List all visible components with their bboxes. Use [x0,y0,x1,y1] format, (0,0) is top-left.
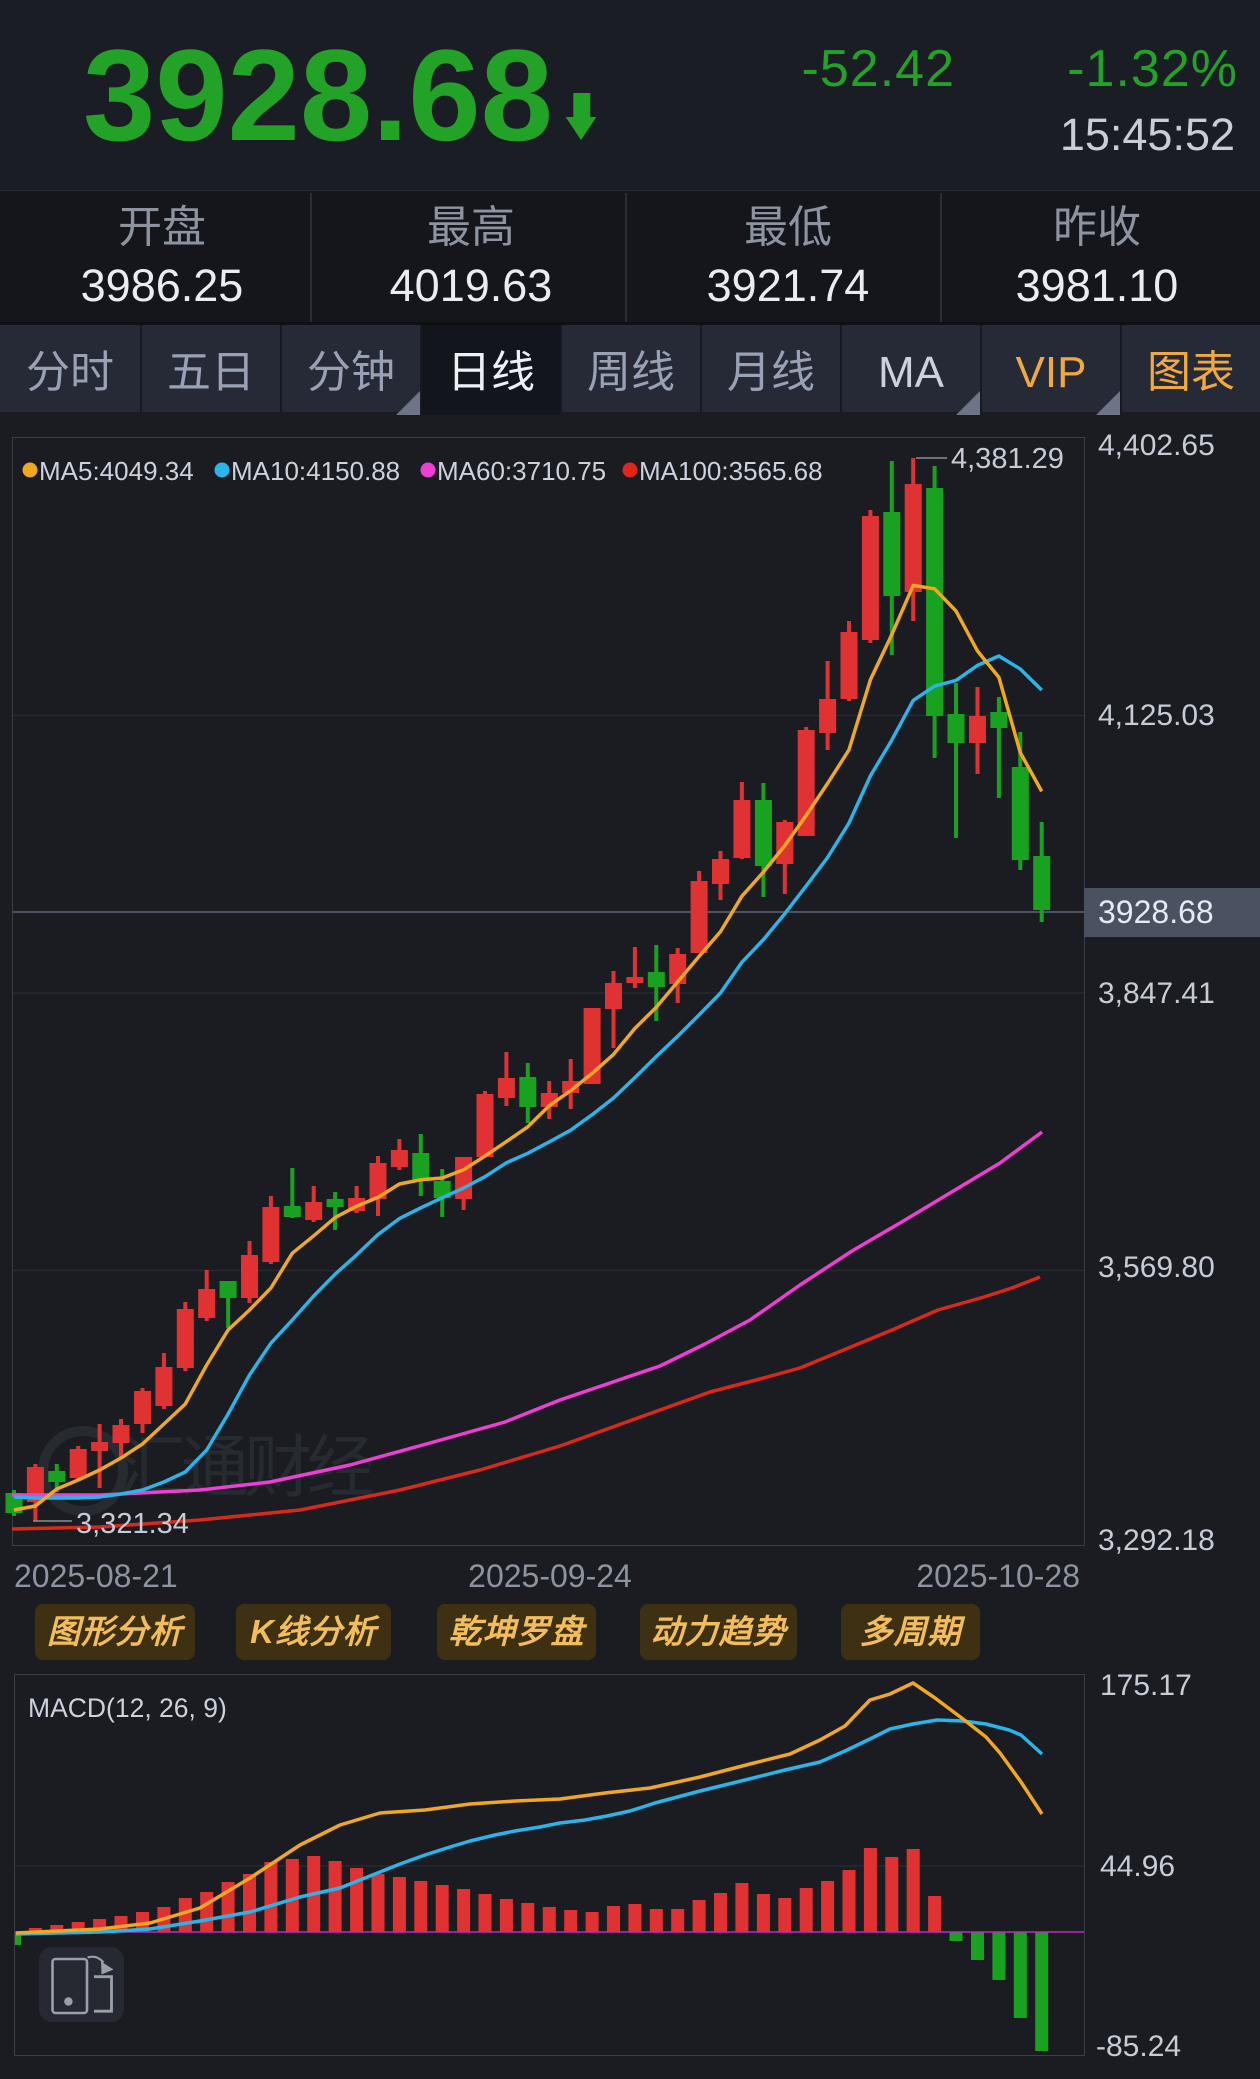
svg-text:4,402.65: 4,402.65 [1098,429,1215,462]
svg-text:2025-09-24: 2025-09-24 [468,1558,632,1594]
svg-text:2025-10-28: 2025-10-28 [916,1558,1080,1594]
svg-text:3,847.41: 3,847.41 [1098,977,1215,1010]
svg-text:44.96: 44.96 [1100,1850,1175,1883]
svg-text:MACD(12, 26, 9): MACD(12, 26, 9) [28,1693,227,1723]
svg-text:MA5:4049.34: MA5:4049.34 [39,456,194,486]
svg-text:3,321.34: 3,321.34 [76,1508,189,1540]
svg-text:2025-08-21: 2025-08-21 [14,1558,178,1594]
svg-text:MA60:3710.75: MA60:3710.75 [437,456,606,486]
svg-text:3,292.18: 3,292.18 [1098,1524,1215,1557]
svg-text:3,569.80: 3,569.80 [1098,1251,1215,1284]
svg-text:4,381.29: 4,381.29 [951,443,1064,475]
svg-text:4,125.03: 4,125.03 [1098,699,1215,732]
svg-text:MA100:3565.68: MA100:3565.68 [639,456,823,486]
svg-text:3928.68: 3928.68 [1098,894,1214,930]
svg-text:MA10:4150.88: MA10:4150.88 [231,456,400,486]
svg-text:175.17: 175.17 [1100,1669,1192,1702]
svg-text:-85.24: -85.24 [1096,2030,1181,2063]
